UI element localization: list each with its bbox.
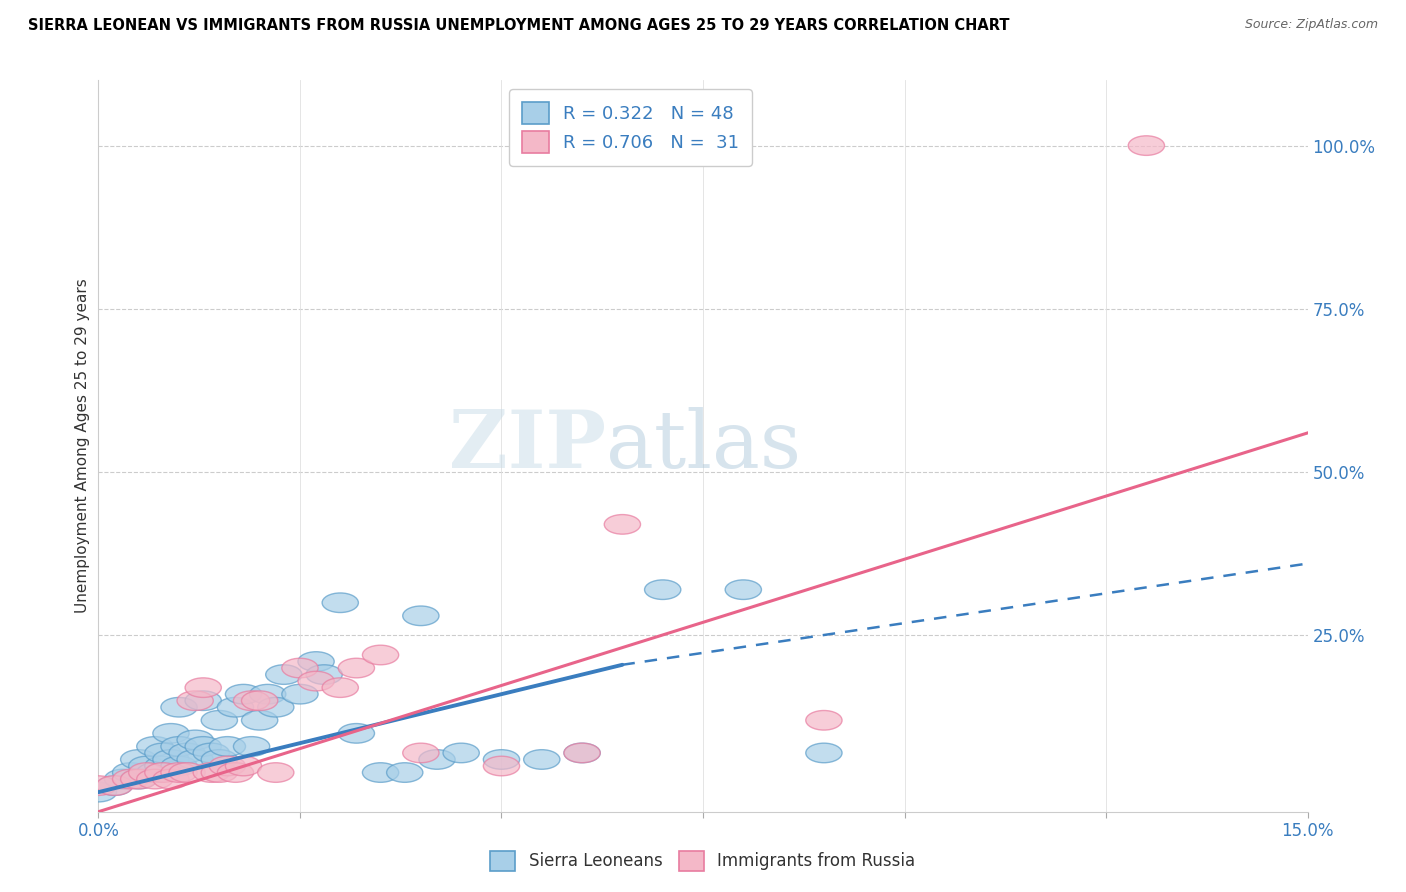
Ellipse shape [186, 737, 221, 756]
Y-axis label: Unemployment Among Ages 25 to 29 years: Unemployment Among Ages 25 to 29 years [75, 278, 90, 614]
Ellipse shape [339, 658, 374, 678]
Ellipse shape [136, 769, 173, 789]
Ellipse shape [257, 698, 294, 717]
Ellipse shape [97, 776, 132, 796]
Ellipse shape [201, 763, 238, 782]
Ellipse shape [387, 763, 423, 782]
Ellipse shape [266, 665, 302, 684]
Ellipse shape [209, 737, 246, 756]
Ellipse shape [363, 645, 399, 665]
Ellipse shape [145, 763, 181, 782]
Ellipse shape [169, 743, 205, 763]
Ellipse shape [523, 749, 560, 769]
Ellipse shape [806, 743, 842, 763]
Ellipse shape [80, 776, 117, 796]
Ellipse shape [153, 749, 190, 769]
Ellipse shape [121, 769, 157, 789]
Ellipse shape [169, 763, 205, 782]
Ellipse shape [298, 652, 335, 672]
Ellipse shape [402, 606, 439, 625]
Ellipse shape [322, 593, 359, 613]
Ellipse shape [218, 763, 253, 782]
Ellipse shape [136, 737, 173, 756]
Ellipse shape [363, 763, 399, 782]
Ellipse shape [104, 769, 141, 789]
Ellipse shape [564, 743, 600, 763]
Ellipse shape [186, 678, 221, 698]
Ellipse shape [177, 691, 214, 711]
Ellipse shape [145, 743, 181, 763]
Ellipse shape [145, 756, 181, 776]
Ellipse shape [177, 730, 214, 749]
Ellipse shape [201, 711, 238, 730]
Ellipse shape [160, 698, 197, 717]
Ellipse shape [80, 782, 117, 802]
Ellipse shape [160, 756, 197, 776]
Text: atlas: atlas [606, 407, 801, 485]
Ellipse shape [218, 698, 253, 717]
Ellipse shape [193, 763, 229, 782]
Ellipse shape [121, 769, 157, 789]
Ellipse shape [160, 763, 197, 782]
Ellipse shape [153, 769, 190, 789]
Ellipse shape [242, 711, 278, 730]
Ellipse shape [136, 763, 173, 782]
Ellipse shape [443, 743, 479, 763]
Legend: Sierra Leoneans, Immigrants from Russia: Sierra Leoneans, Immigrants from Russia [482, 842, 924, 880]
Ellipse shape [129, 763, 165, 782]
Ellipse shape [97, 776, 132, 796]
Ellipse shape [806, 711, 842, 730]
Ellipse shape [233, 737, 270, 756]
Ellipse shape [281, 684, 318, 704]
Ellipse shape [121, 749, 157, 769]
Ellipse shape [257, 763, 294, 782]
Ellipse shape [112, 769, 149, 789]
Ellipse shape [225, 684, 262, 704]
Ellipse shape [112, 763, 149, 782]
Ellipse shape [160, 737, 197, 756]
Ellipse shape [564, 743, 600, 763]
Ellipse shape [402, 743, 439, 763]
Ellipse shape [201, 749, 238, 769]
Ellipse shape [725, 580, 762, 599]
Ellipse shape [484, 756, 520, 776]
Text: ZIP: ZIP [450, 407, 606, 485]
Ellipse shape [233, 691, 270, 711]
Ellipse shape [129, 756, 165, 776]
Ellipse shape [605, 515, 641, 534]
Ellipse shape [484, 749, 520, 769]
Ellipse shape [193, 743, 229, 763]
Ellipse shape [209, 756, 246, 776]
Ellipse shape [281, 658, 318, 678]
Ellipse shape [177, 749, 214, 769]
Text: Source: ZipAtlas.com: Source: ZipAtlas.com [1244, 18, 1378, 31]
Ellipse shape [339, 723, 374, 743]
Ellipse shape [225, 756, 262, 776]
Ellipse shape [242, 691, 278, 711]
Ellipse shape [153, 723, 190, 743]
Ellipse shape [419, 749, 456, 769]
Ellipse shape [298, 672, 335, 691]
Legend: R = 0.322   N = 48, R = 0.706   N =  31: R = 0.322 N = 48, R = 0.706 N = 31 [509, 89, 752, 166]
Ellipse shape [307, 665, 342, 684]
Text: SIERRA LEONEAN VS IMMIGRANTS FROM RUSSIA UNEMPLOYMENT AMONG AGES 25 TO 29 YEARS : SIERRA LEONEAN VS IMMIGRANTS FROM RUSSIA… [28, 18, 1010, 33]
Ellipse shape [644, 580, 681, 599]
Ellipse shape [1128, 136, 1164, 155]
Ellipse shape [250, 684, 285, 704]
Ellipse shape [186, 691, 221, 711]
Ellipse shape [322, 678, 359, 698]
